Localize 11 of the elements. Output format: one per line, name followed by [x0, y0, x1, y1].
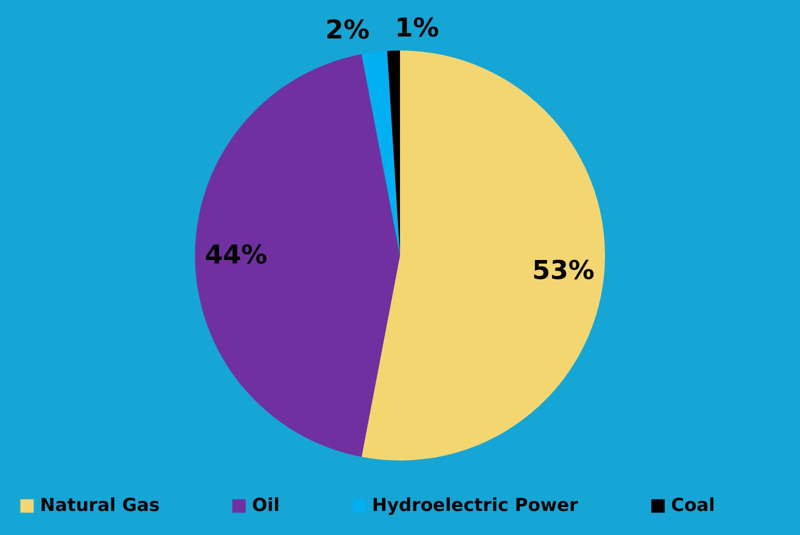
data-label: 44%	[204, 240, 268, 270]
legend-label: Natural Gas	[40, 495, 160, 516]
pie-slice	[195, 54, 400, 457]
data-label: 2%	[325, 15, 370, 46]
data-label: 1%	[394, 14, 440, 44]
legend-label: Coal	[671, 495, 715, 516]
pie-slice	[362, 50, 400, 256]
data-label: 53%	[532, 256, 594, 286]
pie-slice	[362, 50, 605, 460]
legend-label: Oil	[252, 495, 280, 516]
legend-label: Hydroelectric Power	[372, 495, 578, 516]
